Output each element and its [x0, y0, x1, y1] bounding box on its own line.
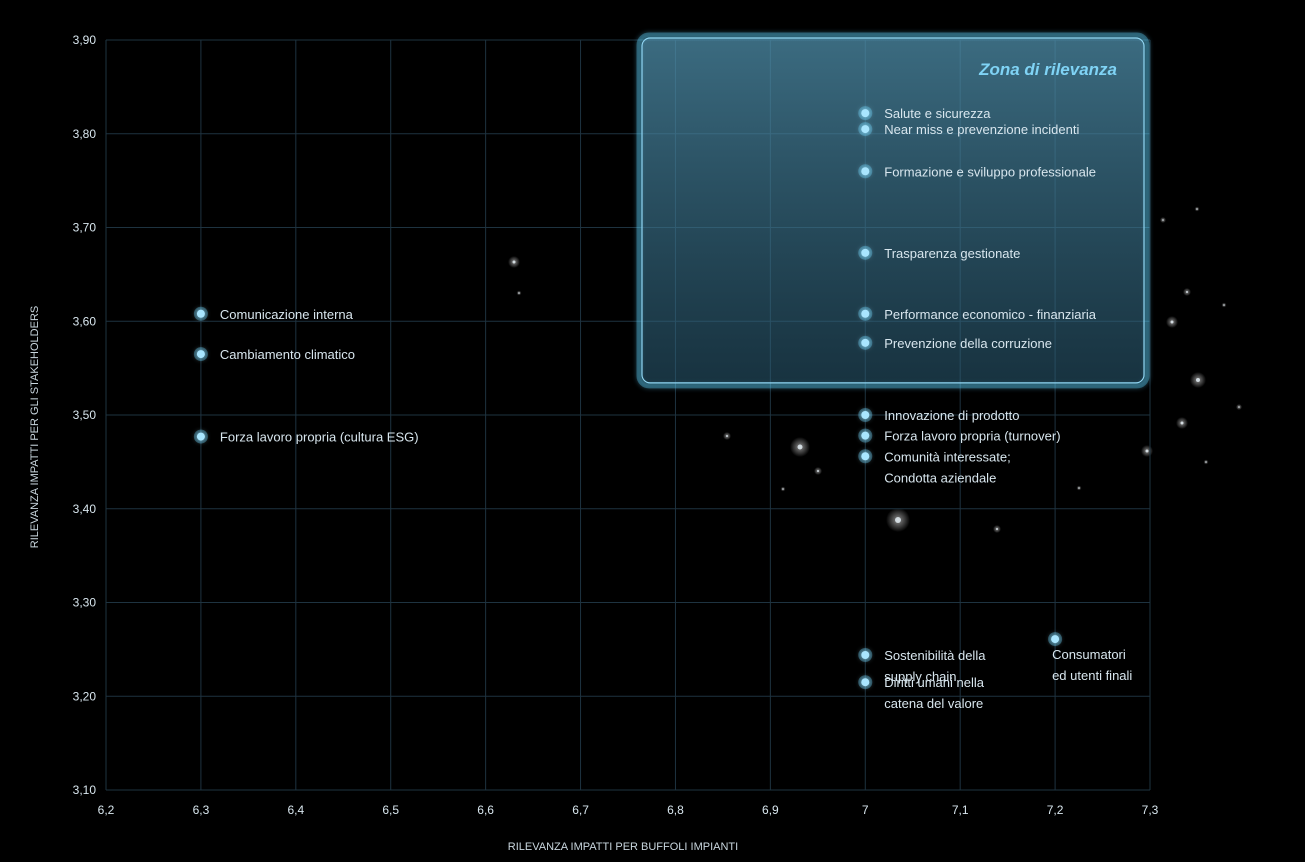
star-dot [1145, 449, 1149, 453]
y-tick-label: 3,30 [73, 596, 97, 610]
y-axis-title: RILEVANZA IMPATTI PER GLI STAKEHOLDERS [29, 306, 41, 548]
data-label: Formazione e sviluppo professionale [884, 164, 1096, 179]
data-point [196, 309, 205, 318]
star-dot [1196, 378, 1200, 382]
star-dot [1223, 304, 1225, 306]
x-tick-label: 7,2 [1047, 803, 1064, 817]
y-tick-label: 3,10 [73, 783, 97, 797]
y-tick-label: 3,50 [73, 408, 97, 422]
y-tick-label: 3,60 [73, 314, 97, 328]
star-dot [1162, 219, 1164, 221]
data-label: Innovazione di prodotto [884, 408, 1019, 423]
data-label: Prevenzione della corruzione [884, 336, 1052, 351]
data-point [861, 431, 870, 440]
y-tick-label: 3,20 [73, 689, 97, 703]
data-point-group: Cambiamento climatico [193, 347, 355, 362]
x-tick-label: 6,5 [382, 803, 399, 817]
data-label: Salute e sicurezza [884, 106, 991, 121]
y-tick-label: 3,80 [73, 127, 97, 141]
data-point-group: Prevenzione della corruzione [858, 335, 1052, 351]
y-tick-label: 3,90 [73, 33, 97, 47]
y-tick-label: 3,70 [73, 221, 97, 235]
data-point-group: Forza lavoro propria (cultura ESG) [193, 429, 419, 445]
data-label: Performance economico - finanziaria [884, 307, 1096, 322]
data-point-group: Consumatori ed utenti finali [1048, 632, 1132, 683]
data-point [196, 432, 205, 441]
star-dot [512, 260, 516, 264]
x-tick-label: 6,2 [98, 803, 115, 817]
data-point [861, 651, 870, 659]
data-label: Consumatori [1052, 647, 1126, 662]
data-point [861, 125, 870, 134]
x-axis-title: RILEVANZA IMPATTI PER BUFFOLI IMPIANTI [508, 841, 738, 853]
star-dot [996, 528, 998, 530]
tick-layer: 6,2 6,3 6,4 6,5 6,6 6,7 6,8 6,9 7 7,1 7,2 7,3 3,90 3,… [73, 33, 1159, 817]
x-tick-label: 6,7 [572, 803, 589, 817]
data-point [1051, 635, 1060, 644]
star-dot [782, 488, 784, 490]
data-label: Comunità interessate; [884, 449, 1010, 464]
data-point-group: Diritti umani nella catena del valore [858, 675, 985, 711]
star-dot [1180, 421, 1184, 425]
zone-label: Zona di rilevanza [978, 60, 1117, 79]
star-dot [1186, 291, 1188, 293]
zone-box [641, 37, 1145, 384]
data-point [861, 109, 870, 118]
data-point-group: Formazione e sviluppo professionale [858, 164, 1096, 179]
star-dot [518, 292, 520, 294]
x-tick-label: 6,4 [287, 803, 304, 817]
data-point [196, 350, 205, 359]
data-label: Sostenibilità della [884, 648, 986, 663]
x-tick-label: 7 [862, 803, 869, 817]
star-dot [1078, 487, 1080, 489]
data-label: Comunicazione interna [220, 307, 354, 322]
data-label: Cambiamento climatico [220, 347, 355, 362]
zone-layer [636, 32, 1150, 389]
data-label: Forza lavoro propria (cultura ESG) [220, 430, 419, 445]
data-point-group: Sostenibilità della supply chain [858, 648, 986, 684]
data-point-group: Performance economico - finanziaria [858, 306, 1097, 322]
data-label: Near miss e prevenzione incidenti [884, 122, 1079, 137]
x-tick-label: 6,6 [477, 803, 494, 817]
x-tick-label: 6,9 [762, 803, 779, 817]
star-dot [895, 517, 901, 523]
star-dot [1205, 461, 1207, 463]
x-tick-label: 6,8 [667, 803, 684, 817]
data-label: Diritti umani nella [884, 675, 984, 690]
data-label: Forza lavoro propria (turnover) [884, 429, 1060, 444]
star-dot [1196, 208, 1198, 210]
data-label: catena del valore [884, 696, 983, 711]
data-point-group: Trasparenza gestionate [858, 245, 1020, 261]
star-dot [1170, 320, 1174, 324]
data-label: Condotta aziendale [884, 470, 996, 485]
data-point-group: Forza lavoro propria (turnover) [858, 428, 1061, 444]
data-point-group: Comunità interessate; Condotta aziendale [858, 449, 1011, 485]
data-point [861, 678, 870, 687]
threshold-layer [97, 33, 1155, 800]
star-dot [726, 435, 728, 437]
star-dot [817, 470, 819, 472]
data-point-group: Near miss e prevenzione incidenti [858, 122, 1079, 137]
star-dot [797, 444, 803, 450]
data-label: ed utenti finali [1052, 668, 1132, 683]
data-label: Trasparenza gestionate [884, 246, 1020, 261]
data-point [861, 309, 870, 318]
star-dot [1238, 406, 1240, 408]
points-layer: Comunicazione interna Cambiamento climati… [193, 106, 1132, 711]
data-point-group: Comunicazione interna [193, 306, 354, 322]
x-tick-label: 7,3 [1142, 803, 1159, 817]
x-tick-label: 6,3 [193, 803, 210, 817]
x-tick-label: 7,1 [952, 803, 969, 817]
data-point-group: Salute e sicurezza [858, 106, 991, 121]
data-point [861, 338, 870, 347]
data-point [861, 452, 870, 461]
data-point [861, 167, 870, 176]
data-point [861, 248, 870, 257]
data-label: supply chain [884, 669, 956, 684]
data-point-group: Innovazione di prodotto [858, 408, 1019, 423]
y-tick-label: 3,40 [73, 502, 97, 516]
data-point [861, 411, 870, 419]
